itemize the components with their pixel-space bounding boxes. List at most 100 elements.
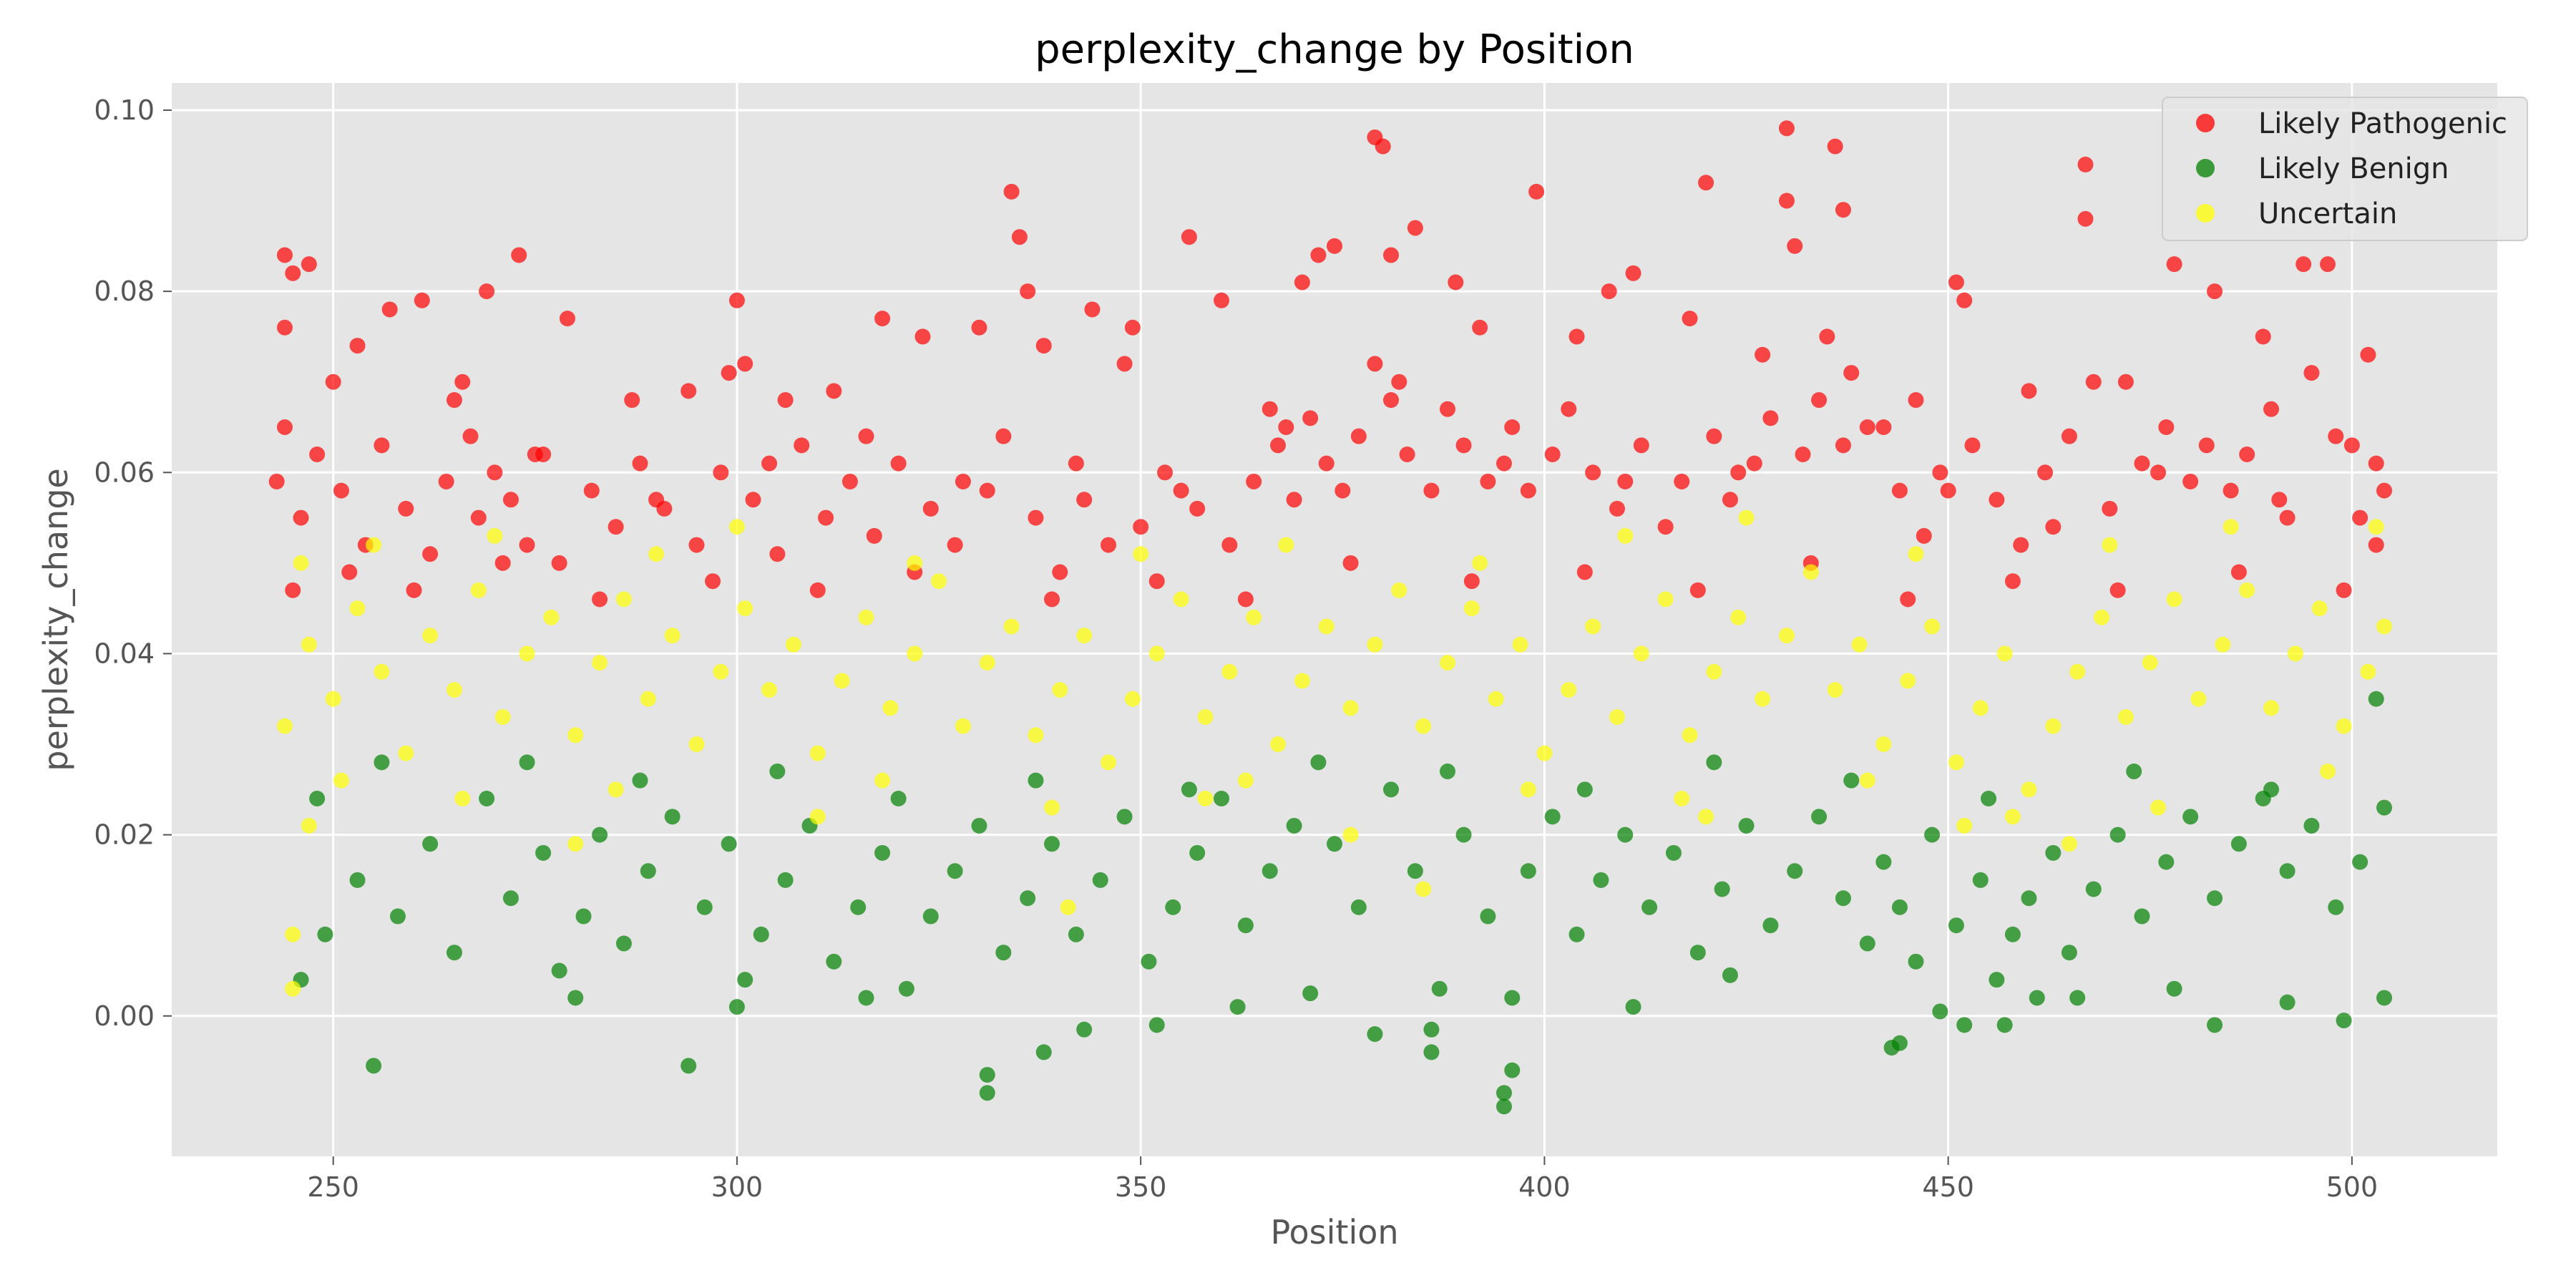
series-1-point-54: [1068, 926, 1084, 942]
series-2-point-50: [1197, 709, 1214, 726]
series-0-point-16: [728, 292, 745, 308]
series-2-point-76: [1827, 682, 1843, 698]
series-0-point-84: [583, 482, 600, 499]
series-0-point-104: [1101, 537, 1117, 553]
series-0-point-69: [276, 419, 293, 436]
series-0-point-202: [2150, 464, 2167, 481]
series-2-point-114: [2368, 519, 2384, 535]
series-0-point-200: [1940, 482, 1956, 499]
series-0-point-157: [2263, 401, 2280, 417]
series-0-point-65: [2296, 256, 2312, 273]
series-2-point-45: [1076, 628, 1093, 644]
series-1-point-135: [1932, 1003, 1948, 1020]
series-0-point-57: [1956, 292, 1973, 308]
series-1-point-85: [1859, 935, 1875, 952]
series-2-point-98: [2360, 663, 2376, 680]
series-2-point-10: [1956, 817, 1973, 834]
series-1-point-62: [1262, 863, 1278, 879]
series-1-point-11: [1504, 1062, 1521, 1078]
series-1-point-93: [2004, 926, 2021, 942]
series-0-point-61: [2117, 374, 2134, 390]
series-2-point-40: [955, 718, 971, 734]
series-1-point-51: [995, 945, 1012, 961]
series-2-point-53: [1270, 736, 1287, 753]
series-1-point-84: [1835, 890, 1851, 907]
series-0-point-95: [866, 527, 882, 544]
series-0-point-53: [1835, 202, 1851, 218]
series-0-point-77: [438, 473, 454, 489]
series-1-point-114: [769, 763, 786, 780]
series-2-point-18: [422, 628, 439, 644]
series-1-point-42: [777, 872, 794, 888]
series-1-point-83: [1811, 809, 1828, 825]
series-1-point-106: [2303, 817, 2320, 834]
series-1-point-134: [1625, 999, 1641, 1015]
series-0-point-40: [1448, 274, 1464, 291]
series-2-point-109: [1617, 527, 1634, 544]
series-0-point-165: [341, 564, 358, 580]
series-1-point-103: [2230, 836, 2247, 852]
series-0-point-68: [2360, 346, 2376, 363]
series-2-point-21: [494, 709, 511, 726]
series-1-point-91: [1972, 872, 1989, 888]
series-2-point-13: [301, 636, 317, 653]
series-0-point-107: [1189, 500, 1206, 517]
series-1-point-107: [2328, 899, 2344, 915]
series-1-point-35: [615, 935, 632, 952]
series-0-point-79: [470, 509, 487, 526]
series-2-point-88: [2117, 709, 2134, 726]
series-1-point-127: [567, 990, 584, 1006]
series-2-point-96: [2311, 600, 2328, 617]
series-2-point-66: [1585, 618, 1601, 635]
series-0-point-144: [1964, 437, 1981, 454]
series-0-point-105: [1133, 519, 1149, 535]
series-1-point-119: [1439, 763, 1455, 780]
series-0-point-85: [608, 519, 624, 535]
series-0-point-82: [519, 537, 535, 553]
series-0-point-58: [2021, 383, 2037, 399]
series-2-point-58: [1391, 582, 1407, 598]
series-1-point-87: [1891, 899, 1908, 915]
series-0-point-115: [1350, 428, 1367, 444]
series-1-point-72: [1544, 809, 1561, 825]
series-1-point-70: [1480, 908, 1496, 924]
series-0-point-121: [1455, 437, 1472, 454]
series-0-point-51: [1787, 238, 1803, 254]
series-2-point-80: [1924, 618, 1941, 635]
series-0-point-117: [1382, 392, 1399, 409]
series-0-point-55: [1908, 392, 1924, 409]
series-0-point-48: [1755, 346, 1771, 363]
series-0-point-131: [1674, 473, 1690, 489]
series-0-point-17: [737, 356, 753, 372]
series-1-point-105: [2279, 863, 2296, 879]
series-2-point-78: [1875, 736, 1892, 753]
series-0-point-147: [2037, 464, 2054, 481]
series-1-point-86: [1875, 854, 1892, 870]
series-0-point-129: [1633, 437, 1649, 454]
series-2-point-60: [1439, 655, 1455, 671]
series-2-point-112: [2102, 537, 2118, 553]
series-1-point-16: [2029, 990, 2045, 1006]
y-tick-label-1: 0.02: [94, 819, 155, 851]
series-0-point-45: [1625, 265, 1641, 281]
series-0-point-43: [1568, 328, 1585, 345]
series-1-point-38: [696, 899, 713, 915]
series-1-point-71: [1520, 863, 1536, 879]
series-2-point-38: [907, 645, 923, 662]
series-2-point-74: [1778, 628, 1795, 644]
series-0-point-190: [858, 428, 874, 444]
series-0-point-119: [1423, 482, 1440, 499]
series-2-point-56: [1342, 700, 1359, 716]
series-0-point-152: [2158, 419, 2175, 436]
series-0-point-49: [1778, 120, 1795, 137]
series-2-point-89: [2142, 655, 2158, 671]
series-1-point-52: [1020, 890, 1036, 907]
series-2-point-73: [1755, 691, 1771, 707]
series-0-point-64: [2255, 328, 2271, 345]
series-0-point-153: [2182, 473, 2199, 489]
series-0-point-35: [1327, 238, 1342, 254]
series-0-point-31: [1214, 292, 1230, 308]
series-1-point-40: [737, 972, 753, 988]
series-2-point-15: [349, 600, 366, 617]
series-1-point-44: [826, 953, 842, 970]
